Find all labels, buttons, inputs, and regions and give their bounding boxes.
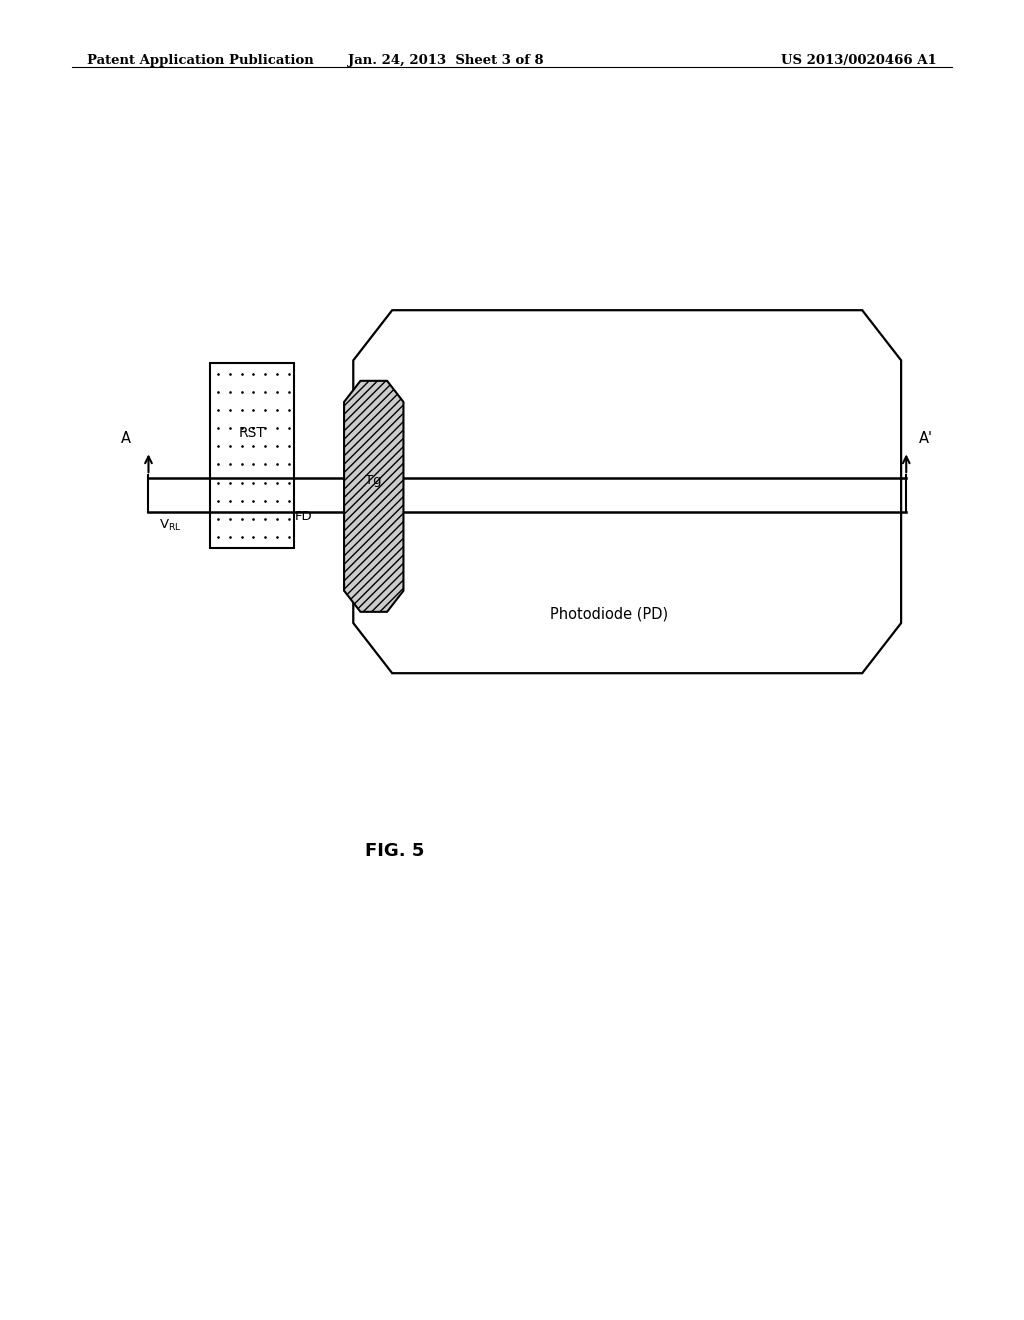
Text: US 2013/0020466 A1: US 2013/0020466 A1 bbox=[781, 54, 937, 67]
Text: Tg: Tg bbox=[366, 474, 382, 487]
Text: A': A' bbox=[919, 432, 933, 446]
Polygon shape bbox=[344, 380, 403, 612]
FancyBboxPatch shape bbox=[210, 363, 294, 548]
Text: RST: RST bbox=[239, 426, 265, 441]
Text: Jan. 24, 2013  Sheet 3 of 8: Jan. 24, 2013 Sheet 3 of 8 bbox=[347, 54, 544, 67]
Text: FIG. 5: FIG. 5 bbox=[365, 842, 424, 861]
Polygon shape bbox=[353, 310, 901, 673]
Text: Patent Application Publication: Patent Application Publication bbox=[87, 54, 313, 67]
Text: FD: FD bbox=[295, 510, 312, 523]
Text: A: A bbox=[121, 432, 131, 446]
Polygon shape bbox=[344, 380, 403, 612]
Text: V$_{\mathregular{RL}}$: V$_{\mathregular{RL}}$ bbox=[159, 517, 181, 532]
Text: Photodiode (PD): Photodiode (PD) bbox=[550, 606, 669, 622]
